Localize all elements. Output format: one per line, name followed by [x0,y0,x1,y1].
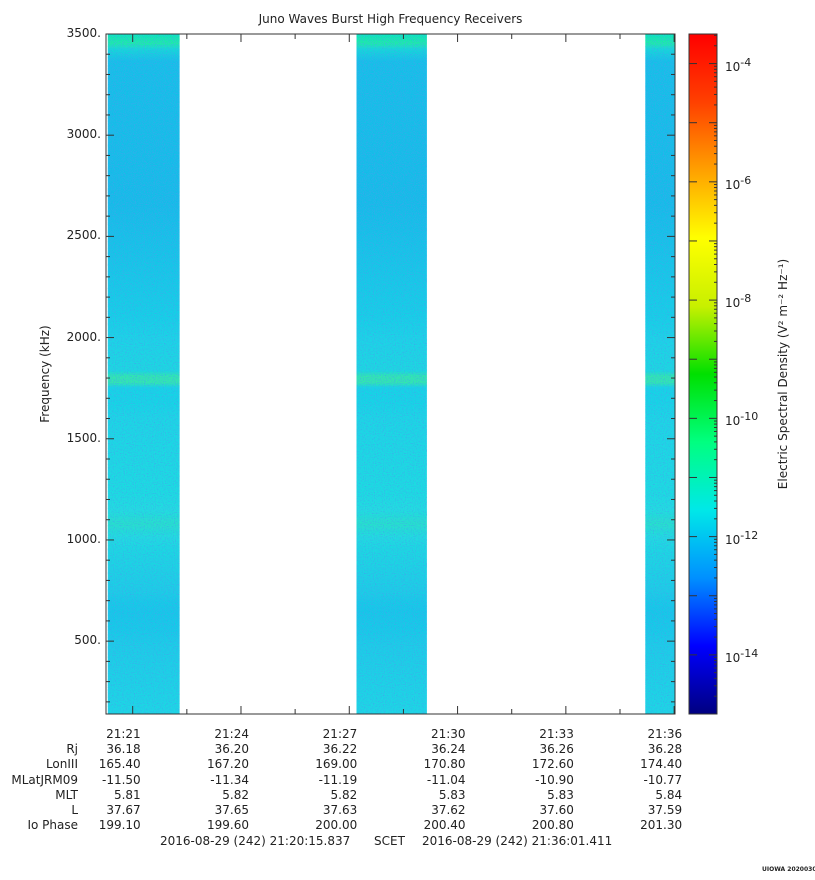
ephemeris-value: -11.50 [102,772,141,787]
ephemeris-value: 37.67 [106,803,141,817]
ephemeris-value: 200.40 [423,818,466,833]
ephemeris-value: 5.81 [113,787,141,802]
colorbar-tick-label: 10-8 [725,292,752,311]
ephemeris-value: 199.60 [206,818,249,833]
colorbar-tick-label: 10-6 [725,173,752,192]
ephemeris-value: 174.40 [640,757,683,772]
time-range-frame: SCET [374,834,405,848]
y-axis-label: Frequency (kHz) [38,325,52,423]
y-tick-label: 1000. [66,531,101,546]
ephemeris-value: 36.18 [106,742,141,757]
credit-stamp: UIOWA 20200307 [762,866,815,873]
ephemeris-value: 5.84 [655,787,683,802]
ephemeris-value: 37.65 [214,803,249,817]
ephemeris-value: 167.20 [206,757,249,772]
ephemeris-value: 36.28 [647,742,683,757]
spectrogram-column [645,34,675,714]
ephemeris-value: 5.82 [330,787,358,802]
y-tick-label: 1500. [66,430,101,445]
ephemeris-value: 5.82 [222,787,249,802]
ephemeris-value: 199.10 [98,818,141,833]
y-tick-label: 2500. [66,228,101,243]
ephemeris-value: 5.83 [438,787,466,802]
ephemeris-value: 36.20 [214,742,249,757]
colorbar-tick-label: 10-4 [725,55,752,74]
ephemeris-value: -11.34 [210,772,249,787]
y-tick-label: 3000. [66,127,101,142]
plot-frame [105,33,676,715]
ephemeris-row-label: MLatJRM09 [11,772,78,787]
ephemeris-value: 36.26 [539,742,574,757]
y-tick-label: 3500. [66,26,101,40]
ephemeris-value: 200.80 [531,818,574,833]
time-tick-label: 21:36 [647,727,683,741]
colorbar-tick-label: 10-14 [725,646,759,665]
colorbar-label: Electric Spectral Density (V² m⁻² Hz⁻¹) [776,258,790,490]
ephemeris-value: 37.63 [322,803,358,817]
ephemeris-value: 200.00 [315,818,358,833]
chart-title: Juno Waves Burst High Frequency Receiver… [258,12,523,26]
time-tick-label: 21:33 [539,727,574,741]
ephemeris-value: 37.62 [431,803,466,817]
time-tick-label: 21:30 [430,727,466,741]
spectrogram-column [107,34,180,714]
time-range-end: 2016-08-29 (242) 21:36:01.411 [422,834,613,848]
time-tick-label: 21:24 [214,727,249,741]
ephemeris-row-label: MLT [55,787,78,802]
ephemeris-value: 201.30 [640,818,683,833]
colorbar-tick-label: 10-10 [725,410,759,429]
ephemeris-row-label: LonIII [45,757,78,772]
ephemeris-value: 170.80 [423,757,466,772]
ephemeris-value: -11.19 [318,772,358,787]
y-tick-label: 2000. [66,329,101,344]
ephemeris-value: 169.00 [315,757,358,772]
time-range-start: 2016-08-29 (242) 21:20:15.837 [160,834,351,848]
y-tick-label: 500. [74,633,101,648]
ephemeris-row-label: Rj [66,742,78,757]
ephemeris-value: 37.59 [647,803,683,817]
ephemeris-value: -10.90 [535,772,574,787]
ephemeris-value: -11.04 [426,772,466,787]
ephemeris-value: 36.24 [431,742,466,757]
time-tick-label: 21:27 [322,727,358,741]
ephemeris-value: 165.40 [98,757,141,772]
spectrogram-column [356,34,427,714]
ephemeris-row-label: L [71,803,78,817]
time-tick-label: 21:21 [106,727,141,741]
ephemeris-value: 36.22 [322,742,358,757]
ephemeris-value: 37.60 [539,803,574,817]
ephemeris-row-label: Io Phase [27,818,78,833]
ephemeris-value: -10.77 [643,772,683,787]
ephemeris-value: 5.83 [547,787,574,802]
colorbar-tick-label: 10-12 [725,528,759,547]
ephemeris-value: 172.60 [531,757,574,772]
colorbar [688,33,718,715]
